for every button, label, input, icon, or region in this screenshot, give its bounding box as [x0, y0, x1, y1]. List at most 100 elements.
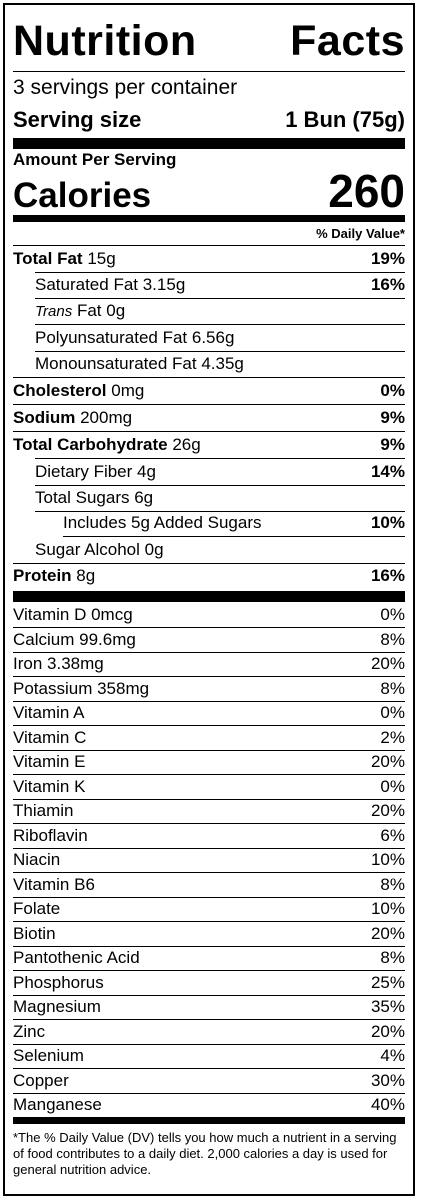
vitamin-label: Pantothenic Acid [13, 948, 140, 967]
label-title: Nutrition Facts [13, 17, 405, 65]
protein-label: Protein 8g [13, 566, 95, 586]
divider [35, 298, 405, 299]
divider-thick [13, 138, 405, 149]
vitamin-daily-value: 25% [370, 973, 405, 992]
divider [13, 404, 405, 405]
vitamin-label: Zinc [13, 1022, 46, 1041]
trans-fat-label: Trans Fat 0g [35, 301, 125, 321]
divider [13, 627, 405, 628]
sodium-name: Sodium [13, 408, 76, 427]
vitamin-daily-value: 20% [370, 752, 405, 771]
divider [13, 946, 405, 947]
vitamin-daily-value: 10% [370, 850, 405, 869]
total-fat-name: Total Fat [13, 249, 83, 268]
vitamin-label: Folate [13, 899, 61, 918]
sodium-label: Sodium 200mg [13, 408, 132, 428]
protein-daily-value: 16% [370, 566, 405, 585]
total-carbohydrate-amount: 26g [172, 435, 201, 454]
divider [13, 823, 405, 824]
vitamin-row: Folate 10% [13, 897, 405, 921]
divider-medium [13, 1117, 405, 1124]
vitamin-label: Vitamin K [13, 777, 86, 796]
divider [35, 511, 405, 512]
vitamin-row: Zinc 20% [13, 1020, 405, 1044]
total-sugars-label: Total Sugars 6g [35, 488, 154, 507]
cholesterol-daily-value: 0% [380, 381, 405, 400]
vitamin-daily-value: 8% [380, 875, 405, 894]
cholesterol-amount: 0mg [111, 381, 145, 400]
vitamin-daily-value: 20% [370, 801, 405, 820]
vitamin-row: Copper 30% [13, 1069, 405, 1093]
vitamin-daily-value: 20% [370, 1022, 405, 1041]
divider [13, 750, 405, 751]
added-sugars-label: Includes 5g Added Sugars [63, 513, 262, 532]
vitamin-row: Riboflavin 6% [13, 824, 405, 848]
footnote: *The % Daily Value (DV) tells you how mu… [13, 1130, 397, 1177]
total-fat-amount: 15g [87, 249, 116, 268]
total-fat-label: Total Fat 15g [13, 249, 116, 269]
divider [13, 701, 405, 702]
vitamin-label: Riboflavin [13, 826, 88, 845]
divider [13, 1019, 405, 1020]
vitamin-row: Vitamin E 20% [13, 750, 405, 774]
sodium-amount: 200mg [80, 408, 133, 427]
vitamin-row: Iron 3.38mg 20% [13, 652, 405, 676]
vitamin-daily-value: 4% [380, 1046, 405, 1065]
serving-size-label: Serving size [13, 107, 142, 132]
vitamin-daily-value: 35% [370, 997, 405, 1016]
vitamin-row: Vitamin B6 8% [13, 873, 405, 897]
divider [35, 324, 405, 325]
vitamin-label: Calcium 99.6mg [13, 630, 136, 649]
vitamin-row: Potassium 358mg 8% [13, 677, 405, 701]
total-carbohydrate-row: Total Carbohydrate 26g 9% [13, 433, 405, 457]
divider [13, 872, 405, 873]
vitamin-label: Niacin [13, 850, 61, 869]
vitamin-row: Pantothenic Acid 8% [13, 946, 405, 970]
vitamin-label: Thiamin [13, 801, 74, 820]
calories-value: 260 [328, 165, 405, 217]
vitamin-daily-value: 20% [370, 924, 405, 943]
vitamin-daily-value: 8% [380, 630, 405, 649]
divider [13, 725, 405, 726]
vitamin-label: Vitamin D 0mcg [13, 605, 133, 624]
monounsaturated-fat-row: Monounsaturated Fat 4.35g [35, 352, 405, 376]
servings-per-container: 3 servings per container [13, 76, 238, 99]
protein-amount: 8g [76, 566, 96, 585]
added-sugars-row: Includes 5g Added Sugars 10% [63, 511, 405, 535]
total-carbohydrate-daily-value: 9% [380, 435, 405, 454]
divider [13, 563, 405, 564]
saturated-fat-label: Saturated Fat 3.15g [35, 275, 186, 294]
vitamin-row: Calcium 99.6mg 8% [13, 628, 405, 652]
vitamin-row: Magnesium 35% [13, 995, 405, 1019]
divider [13, 1044, 405, 1045]
divider [13, 71, 405, 72]
vitamin-row: Thiamin 20% [13, 799, 405, 823]
total-sugars-row: Total Sugars 6g [35, 486, 405, 510]
vitamin-daily-value: 30% [370, 1071, 405, 1090]
cholesterol-name: Cholesterol [13, 381, 107, 400]
vitamin-row: Phosphorus 25% [13, 971, 405, 995]
vitamin-daily-value: 2% [380, 728, 405, 747]
daily-value-header: % Daily Value* [316, 226, 405, 241]
vitamin-daily-value: 6% [380, 826, 405, 845]
trans-fat-amount: Fat 0g [76, 301, 126, 320]
divider [13, 431, 405, 432]
cholesterol-row: Cholesterol 0mg 0% [13, 379, 405, 403]
vitamin-daily-value: 0% [380, 777, 405, 796]
vitamin-daily-value: 8% [380, 679, 405, 698]
vitamin-daily-value: 10% [370, 899, 405, 918]
total-fat-row: Total Fat 15g 19% [13, 247, 405, 271]
vitamin-label: Biotin [13, 924, 56, 943]
vitamin-row: Vitamin K 0% [13, 775, 405, 799]
total-carbohydrate-name: Total Carbohydrate [13, 435, 168, 454]
divider [35, 351, 405, 352]
vitamin-row: Vitamin C 2% [13, 726, 405, 750]
divider [35, 272, 405, 273]
dietary-fiber-label: Dietary Fiber 4g [35, 462, 156, 481]
divider [35, 485, 405, 486]
serving-size-row: Serving size 1 Bun (75g) [13, 106, 405, 134]
divider [13, 652, 405, 653]
vitamin-daily-value: 0% [380, 605, 405, 624]
saturated-fat-row: Saturated Fat 3.15g 16% [35, 273, 405, 297]
vitamin-label: Phosphorus [13, 973, 104, 992]
